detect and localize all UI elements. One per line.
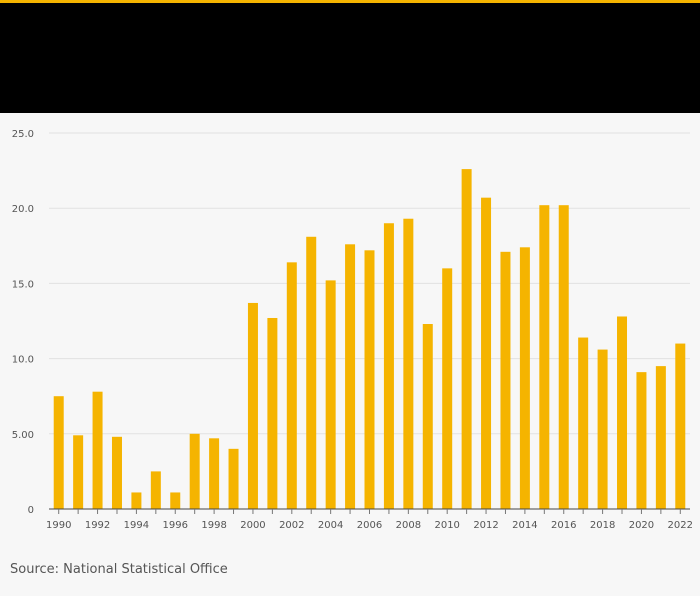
bar-2011 [461,169,472,509]
x-tick-label: 1996 [163,520,188,531]
x-tick-label: 2012 [473,520,498,531]
x-tick-label: 2000 [240,520,265,531]
bar-2021 [655,366,666,509]
bar-2001 [267,317,278,509]
x-tick-label: 2010 [434,520,459,531]
bar-2010 [442,268,453,509]
y-tick-label: 20.0 [12,204,34,215]
y-tick-label: 25.0 [12,129,34,140]
x-tick-label: 2018 [590,520,615,531]
y-tick-label: 5.00 [12,430,34,441]
x-tick-label: 2022 [668,520,693,531]
x-axis: 1990 1992 1994 1996 1998 2000 2002 2004 2006 2008… [46,508,693,531]
x-tick-label: 2006 [357,520,382,531]
header-banner [0,0,700,113]
bar-chart: 0 5.00 10.0 15.0 20.0 25.0 1990 1992 1994 1996 19… [0,113,700,553]
y-tick-label: 15.0 [12,279,34,290]
x-tick-label: 1990 [46,520,71,531]
bar-1995 [150,471,161,509]
bars [53,169,686,510]
x-tick-label: 1994 [124,520,149,531]
x-tick-label: 2002 [279,520,304,531]
bar-2022 [675,343,686,509]
bar-2018 [597,349,608,509]
bar-2015 [539,205,550,509]
x-tick-label: 1998 [201,520,226,531]
bar-2000 [247,302,258,509]
bar-1990 [53,396,64,509]
bar-2004 [325,280,336,509]
bar-1991 [73,435,84,509]
bar-1994 [131,492,142,509]
x-tick-label: 2020 [629,520,654,531]
x-tick-label: 2014 [512,520,537,531]
bar-2005 [345,244,356,509]
bar-2003 [306,236,317,509]
bar-2020 [636,372,647,509]
bar-2012 [481,197,492,509]
x-tick-label: 2008 [396,520,421,531]
y-tick-label: 0 [28,505,34,516]
bar-1992 [92,391,103,509]
y-axis-labels: 0 5.00 10.0 15.0 20.0 25.0 [12,129,34,516]
bar-1997 [189,433,200,509]
bar-2007 [383,223,394,509]
source-note: Source: National Statistical Office [10,562,228,577]
x-tick-label: 2016 [551,520,576,531]
bar-2019 [617,316,628,509]
bar-2009 [422,324,433,509]
bar-2008 [403,218,414,509]
x-tick-label: 2004 [318,520,343,531]
bar-2006 [364,250,375,509]
bar-1993 [111,436,122,509]
bar-1996 [170,492,181,509]
bar-2017 [578,337,589,509]
x-tick-label: 1992 [85,520,110,531]
bar-2016 [558,205,569,509]
y-tick-label: 10.0 [12,355,34,366]
bar-2013 [500,251,511,510]
bar-2002 [286,262,297,509]
bar-1998 [209,438,220,509]
bar-1999 [228,448,239,509]
bar-2014 [519,247,530,509]
